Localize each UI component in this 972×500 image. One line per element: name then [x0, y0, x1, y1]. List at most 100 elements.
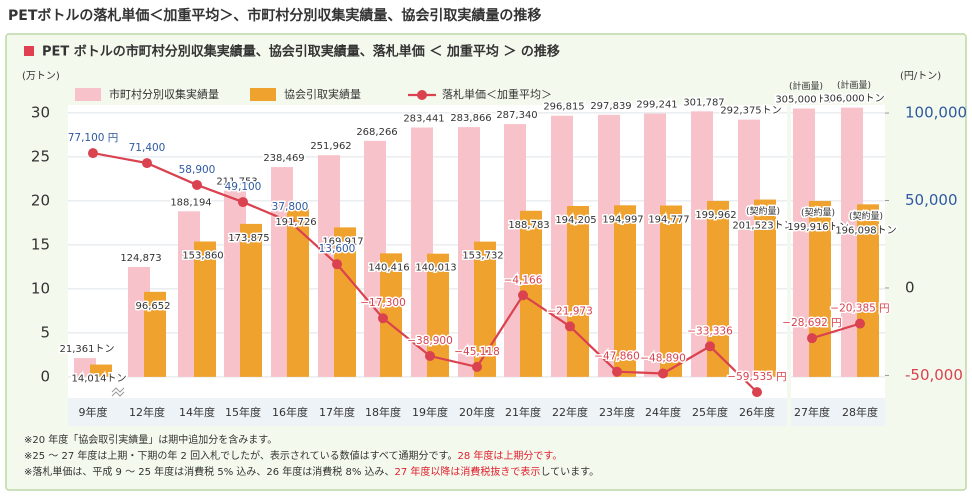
price-point	[142, 158, 152, 169]
bar	[567, 206, 589, 377]
bar	[707, 200, 729, 377]
data-label: 173,875	[228, 233, 269, 244]
legend-label: 市町村分別収集実績量	[109, 87, 219, 101]
annotation: (契約量)	[801, 206, 835, 218]
footnote-part: 28 年度は上期分です。	[457, 449, 562, 462]
price-label: 49,100	[225, 181, 262, 193]
data-label: 199,962	[695, 210, 736, 221]
price-point	[88, 148, 98, 159]
y-axis-label: (万トン)	[22, 71, 60, 82]
data-label: 196,098トン	[835, 225, 896, 236]
y2-tick-label: 100,000	[905, 104, 967, 122]
price-point	[378, 313, 388, 324]
price-point	[565, 321, 575, 332]
price-label: −17,300	[360, 297, 406, 309]
marks	[74, 107, 879, 398]
data-label: 21,361トン	[60, 344, 115, 355]
data-label: 201,523トン	[732, 221, 793, 232]
y-tick-label: 25	[31, 147, 50, 165]
x-tick-label: 17年度	[319, 405, 355, 419]
footnote: ※20 年度「協会取引実績量」は期中追加分を含みます。	[24, 433, 277, 446]
data-label: 301,787	[683, 97, 724, 108]
bar	[754, 199, 776, 377]
x-tick-label: 9年度	[79, 405, 108, 419]
x-tick-label: 22年度	[552, 405, 588, 419]
y2-axis-label: (円/トン)	[900, 71, 941, 82]
data-label: 96,652	[136, 301, 171, 312]
y-tick-label: 15	[31, 235, 50, 253]
price-label: 71,400	[129, 142, 166, 154]
price-point	[285, 216, 295, 227]
data-label: 191,726	[275, 217, 316, 228]
legend-dot	[417, 90, 427, 100]
footnote: ※落札単価は、平成 9 ～ 25 年度は消費税 5% 込み、26 年度は消費税 …	[24, 465, 599, 478]
data-label: 194,997	[602, 214, 643, 225]
data-label: 292,375トン	[720, 106, 781, 117]
title-marker	[24, 46, 34, 56]
data-label: 287,340	[496, 110, 537, 121]
data-label: 306,000トン	[823, 94, 884, 105]
annotation: (計画量)	[789, 80, 823, 92]
data-label: 188,194	[170, 197, 211, 208]
footnote-part: しています。	[540, 466, 599, 478]
bar	[427, 253, 449, 377]
data-label: 199,916トン	[787, 222, 848, 233]
x-tick-label: 12年度	[129, 405, 165, 419]
bar	[380, 253, 402, 377]
data-label: 14,014トン	[72, 374, 127, 385]
y-tick-label: 10	[31, 279, 50, 297]
x-tick-label: 26年度	[739, 405, 775, 419]
axis-break	[111, 387, 125, 397]
price-label: −28,692 円	[782, 317, 841, 329]
legend-swatch	[250, 88, 276, 101]
price-point	[518, 290, 528, 301]
data-label: 283,866	[450, 113, 491, 124]
x-tick-label: 23年度	[599, 405, 635, 419]
price-label: −48,890	[640, 352, 686, 364]
footnote-part: ※20 年度「協会取引実績量」は期中追加分を含みます。	[24, 433, 277, 446]
price-point	[752, 387, 762, 398]
x-tick-label: 14年度	[179, 405, 215, 419]
y2-tick-label: 50,000	[905, 191, 958, 209]
page-title: PETボトルの落札単価＜加重平均＞、市町村分別収集実績量、協会引取実績量の推移	[8, 7, 541, 24]
price-label: 37,800	[272, 201, 309, 213]
bar	[809, 200, 831, 377]
price-line	[811, 322, 861, 340]
price-label: −33,336	[687, 325, 733, 337]
bar	[614, 205, 636, 377]
bar	[857, 204, 879, 377]
footnote-part: 27 年度以降は消費税抜きで表示	[395, 465, 541, 478]
chart-title: PET ボトルの市町村分別収集実績量、協会引取実績量、落札単価 ＜ 加重平均 ＞…	[42, 44, 560, 60]
price-label: 58,900	[179, 164, 216, 176]
bar	[144, 291, 166, 377]
data-label: 169,917	[322, 236, 363, 247]
bar	[240, 223, 262, 377]
price-label: −59,535 円	[727, 371, 786, 383]
category-band	[68, 398, 885, 426]
data-label: 124,873	[120, 253, 161, 264]
bar	[520, 210, 542, 377]
y-tick-label: 20	[31, 191, 50, 209]
bar	[474, 241, 496, 377]
data-label: 283,441	[403, 113, 444, 124]
price-label: 77,100 円	[68, 132, 119, 144]
y-tick-label: 0	[40, 367, 50, 385]
data-label: 188,783	[508, 220, 549, 231]
price-label: −47,860	[594, 351, 640, 363]
x-tick-label: 16年度	[272, 405, 308, 419]
bar	[194, 241, 216, 377]
x-tick-label: 24年度	[645, 405, 681, 419]
data-label: 211,753	[216, 177, 257, 188]
annotation: (計画量)	[837, 79, 871, 91]
price-label: −38,900	[407, 335, 453, 347]
price-point	[425, 351, 435, 362]
price-point	[332, 259, 342, 270]
data-label: 297,839	[590, 101, 631, 112]
data-label: 140,416	[368, 262, 409, 273]
price-label: −4,166	[504, 274, 543, 286]
x-tick-label: 19年度	[412, 405, 448, 419]
price-label: −20,385 円	[830, 303, 889, 315]
data-label: 251,962	[310, 141, 351, 152]
price-label: −21,973	[547, 305, 593, 317]
